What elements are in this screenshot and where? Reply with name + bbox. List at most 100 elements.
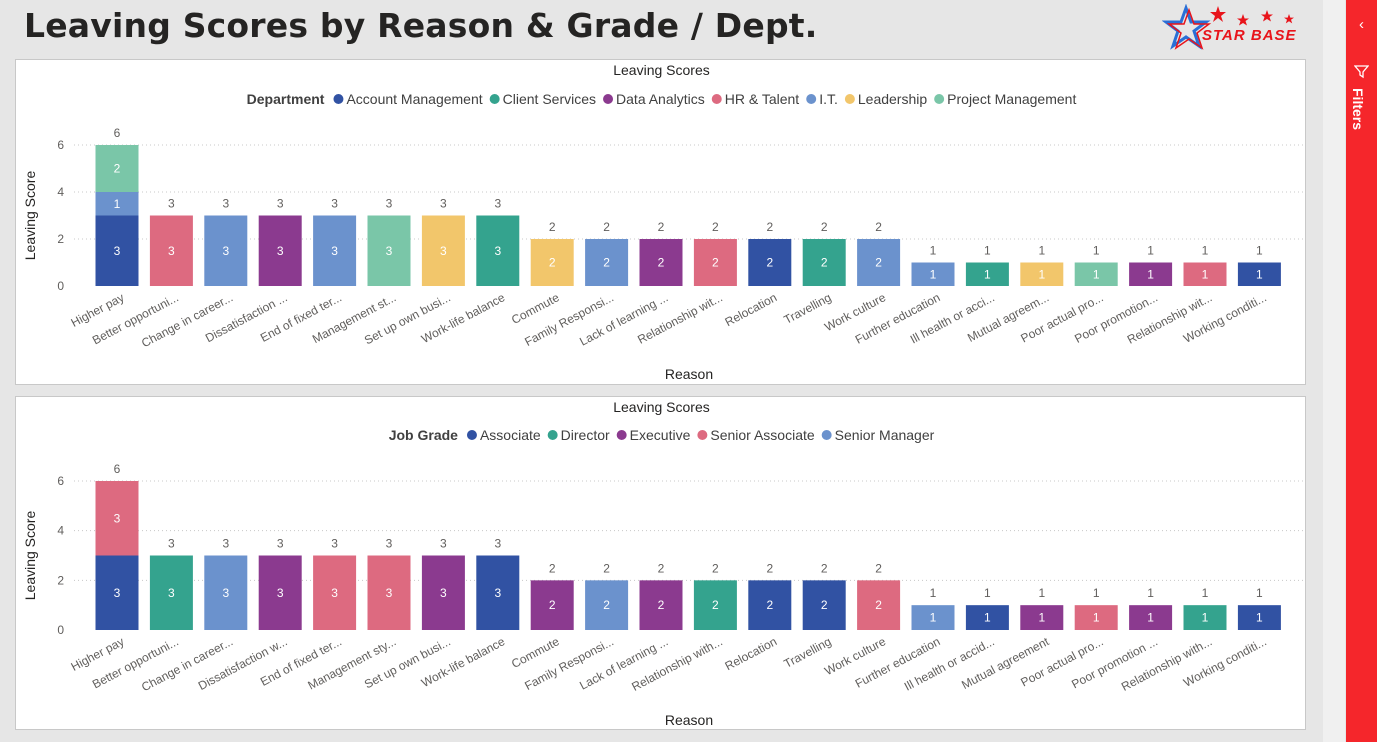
bar-segment[interactable] [421, 555, 465, 631]
x-tick-label: Family Responsi... [522, 290, 616, 349]
bar-segment[interactable] [1129, 262, 1173, 287]
bar-total-label: 1 [930, 586, 937, 600]
filters-collapse-button[interactable]: ‹ [1359, 16, 1364, 33]
bar-segment[interactable] [911, 262, 955, 287]
x-tick-label: Family Responsi... [522, 634, 616, 693]
bar-segment[interactable] [857, 580, 901, 630]
bar-segment[interactable] [693, 239, 737, 286]
bar-segment[interactable] [639, 580, 683, 630]
bar-segment[interactable] [965, 262, 1009, 287]
bar-total-label: 1 [984, 586, 991, 600]
bar-total-label: 2 [766, 220, 773, 234]
bar-segment-label: 3 [386, 244, 393, 258]
bar-segment[interactable] [1237, 262, 1281, 287]
bar-segment[interactable] [258, 215, 302, 287]
bar-segment-label: 3 [222, 586, 229, 600]
bar-segment[interactable] [1183, 605, 1227, 630]
bar-segment[interactable] [476, 555, 520, 631]
bar-segment[interactable] [313, 215, 357, 287]
bar-segment-label: 2 [766, 598, 773, 612]
bar-segment[interactable] [95, 215, 139, 287]
filters-label[interactable]: Filters [1350, 88, 1366, 131]
bar-segment[interactable] [258, 555, 302, 631]
job-grade-chart-card[interactable]: Leaving Scores Job Grade Associate Director… [15, 396, 1306, 730]
bar-segment-label: 1 [114, 197, 121, 211]
legend-marker [466, 430, 477, 440]
bar-segment[interactable] [367, 215, 411, 287]
bar-segment[interactable] [95, 481, 139, 556]
department-chart-card[interactable]: Leaving Scores Department Account Manageme… [15, 59, 1306, 385]
bar-segment[interactable] [149, 555, 193, 631]
bar-total-label: 3 [331, 197, 338, 211]
bar-total-label: 2 [712, 561, 719, 575]
bar-segment[interactable] [639, 239, 683, 286]
bar-segment-label: 2 [766, 256, 773, 270]
bar-segment[interactable] [1020, 605, 1064, 630]
bar-segment[interactable] [911, 605, 955, 630]
x-tick-label: Change in career... [139, 290, 235, 350]
legend-item[interactable]: Senior Associate [697, 427, 815, 443]
bar-segment[interactable] [530, 580, 574, 630]
bar-segment-label: 1 [930, 267, 937, 281]
legend-item[interactable]: Associate [466, 427, 541, 443]
bar-segment-label: 2 [549, 598, 556, 612]
bar-segment[interactable] [1183, 262, 1227, 287]
bar-segment[interactable] [476, 215, 520, 287]
leaving-scores-by-department-chart[interactable]: Leaving Scores Department Account Manageme… [16, 60, 1307, 386]
legend-item[interactable]: Data Analytics [603, 91, 705, 107]
bar-segment[interactable] [149, 215, 193, 287]
bar-segment[interactable] [95, 192, 139, 216]
bar-segment-label: 2 [821, 598, 828, 612]
bar-segment[interactable] [1020, 262, 1064, 287]
bar-segment-label: 1 [1093, 267, 1100, 281]
bar-total-label: 2 [821, 220, 828, 234]
bar-segment[interactable] [585, 239, 629, 286]
legend-item[interactable]: Client Services [489, 91, 596, 107]
bar-total-label: 1 [1147, 586, 1154, 600]
bar-segment-label: 3 [114, 511, 121, 525]
legend-item[interactable]: HR & Talent [711, 91, 800, 107]
bar-segment-label: 3 [494, 244, 501, 258]
legend-item[interactable]: I.T. [806, 91, 838, 107]
bar-segment-label: 3 [114, 586, 121, 600]
legend-marker [821, 430, 832, 440]
bar-segment[interactable] [421, 215, 465, 287]
bar-total-label: 3 [222, 537, 229, 551]
bar-total-label: 3 [386, 197, 393, 211]
y-axis-label: Leaving Score [22, 171, 38, 261]
legend-item[interactable]: Leadership [844, 91, 927, 107]
leaving-scores-by-job-grade-chart[interactable]: Leaving Scores Job Grade Associate Director… [16, 397, 1307, 731]
bar-segment[interactable] [367, 555, 411, 631]
legend-item[interactable]: Project Management [934, 91, 1076, 107]
bar-segment[interactable] [1129, 605, 1173, 630]
bar-segment[interactable] [1074, 605, 1118, 630]
bar-segment[interactable] [1074, 262, 1118, 287]
legend-item[interactable]: Senior Manager [821, 427, 935, 443]
bar-segment[interactable] [802, 239, 846, 286]
legend-item[interactable]: Executive [616, 427, 691, 443]
filters-pane[interactable]: ‹ Filters [1346, 0, 1377, 742]
bar-segment[interactable] [965, 605, 1009, 630]
bar-segment-label: 2 [712, 256, 719, 270]
legend-title: Job Grade [389, 427, 458, 443]
filter-funnel-icon [1354, 65, 1369, 79]
bar-segment[interactable] [585, 580, 629, 630]
bar-total-label: 3 [386, 537, 393, 551]
bar-segment[interactable] [1237, 605, 1281, 630]
bar-segment[interactable] [204, 555, 248, 631]
bar-segment[interactable] [95, 555, 139, 631]
bar-total-label: 3 [168, 537, 175, 551]
bar-segment[interactable] [748, 580, 792, 630]
bar-segment[interactable] [802, 580, 846, 630]
bar-segment[interactable] [313, 555, 357, 631]
bar-segment[interactable] [95, 145, 139, 192]
bar-segment[interactable] [530, 239, 574, 286]
bar-segment[interactable] [693, 580, 737, 630]
bar-segment[interactable] [857, 239, 901, 286]
bar-segment[interactable] [204, 215, 248, 287]
legend-item[interactable]: Account Management [333, 91, 483, 107]
bar-segment[interactable] [748, 239, 792, 286]
bar-segment-label: 3 [386, 586, 393, 600]
legend-item[interactable]: Director [547, 427, 610, 443]
page-scrollbar[interactable] [1323, 0, 1345, 742]
